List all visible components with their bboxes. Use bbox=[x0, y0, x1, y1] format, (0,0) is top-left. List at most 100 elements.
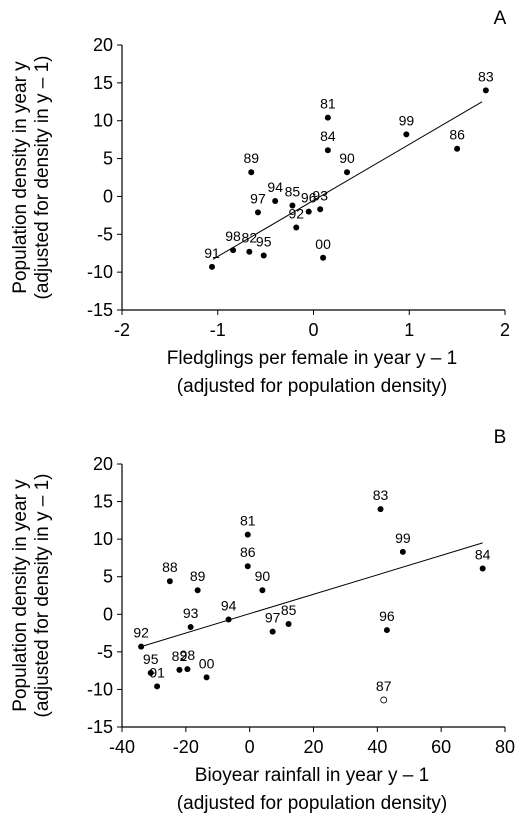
x-tick-label: 1 bbox=[404, 320, 414, 340]
y-tick-label: -15 bbox=[87, 717, 113, 737]
y-axis-label: Population density in year y bbox=[10, 479, 31, 712]
trend-line bbox=[212, 101, 483, 260]
point-label: 00 bbox=[315, 236, 331, 252]
y-tick-label: -5 bbox=[97, 642, 113, 662]
y-tick-label: 20 bbox=[93, 454, 113, 474]
point-label: 85 bbox=[285, 184, 301, 200]
data-point bbox=[246, 248, 253, 255]
point-label: 88 bbox=[162, 559, 178, 575]
x-tick-label: 80 bbox=[495, 737, 515, 757]
data-point bbox=[147, 669, 154, 676]
data-point bbox=[272, 197, 279, 204]
point-label: 89 bbox=[190, 568, 206, 584]
data-point bbox=[259, 587, 266, 594]
y-tick-label: -15 bbox=[87, 300, 113, 320]
point-label: 94 bbox=[221, 598, 237, 614]
point-label: 81 bbox=[320, 96, 336, 112]
point-label: 00 bbox=[199, 655, 215, 671]
data-point bbox=[230, 247, 237, 254]
y-tick-label: -10 bbox=[87, 679, 113, 699]
point-label: 93 bbox=[312, 187, 328, 203]
point-label: 84 bbox=[475, 546, 491, 562]
data-point bbox=[289, 202, 296, 209]
y-axis-label: (adjusted for density in y – 1) bbox=[32, 56, 53, 300]
y-tick-label: 0 bbox=[103, 186, 113, 206]
y-tick-label: 20 bbox=[93, 35, 113, 55]
data-point bbox=[380, 696, 388, 704]
data-point bbox=[154, 683, 161, 690]
data-point bbox=[377, 506, 384, 513]
x-axis-label: (adjusted for population density) bbox=[177, 376, 447, 397]
point-label: 96 bbox=[379, 608, 395, 624]
x-tick-label: -20 bbox=[173, 737, 199, 757]
data-point bbox=[454, 145, 461, 152]
data-point bbox=[324, 114, 331, 121]
point-label: 81 bbox=[240, 513, 256, 529]
point-label: 97 bbox=[250, 190, 266, 206]
point-label: 82 bbox=[172, 648, 188, 664]
data-point bbox=[203, 674, 210, 681]
point-label: 96 bbox=[301, 190, 317, 206]
point-label: 92 bbox=[288, 205, 304, 221]
data-point bbox=[344, 169, 351, 176]
point-label: 86 bbox=[240, 544, 256, 560]
x-tick-label: 0 bbox=[308, 320, 318, 340]
data-point bbox=[187, 624, 194, 631]
point-label: 86 bbox=[449, 127, 465, 143]
data-point bbox=[269, 628, 276, 635]
panel-label: A bbox=[494, 8, 507, 29]
point-label: 97 bbox=[265, 610, 281, 626]
point-label: 83 bbox=[373, 487, 389, 503]
data-point bbox=[254, 209, 261, 216]
point-label: 84 bbox=[320, 128, 336, 144]
data-point bbox=[324, 147, 331, 154]
point-label: 98 bbox=[225, 228, 241, 244]
data-point bbox=[482, 87, 489, 94]
point-label: 94 bbox=[267, 179, 283, 195]
data-point bbox=[285, 621, 292, 628]
data-point bbox=[225, 616, 232, 623]
point-label: 92 bbox=[133, 625, 149, 641]
panel-label: B bbox=[494, 427, 507, 448]
x-tick-label: 0 bbox=[245, 737, 255, 757]
x-tick-label: 2 bbox=[500, 320, 510, 340]
data-point bbox=[209, 263, 216, 270]
data-point bbox=[320, 254, 327, 261]
y-tick-label: 10 bbox=[93, 111, 113, 131]
point-label: 98 bbox=[180, 647, 196, 663]
y-tick-label: -10 bbox=[87, 262, 113, 282]
data-point bbox=[479, 565, 486, 572]
point-label: 87 bbox=[376, 678, 392, 694]
data-point bbox=[194, 587, 201, 594]
x-axis-label: (adjusted for population density) bbox=[177, 793, 447, 814]
y-tick-label: 5 bbox=[103, 567, 113, 587]
y-tick-label: 10 bbox=[93, 529, 113, 549]
x-tick-label: 60 bbox=[431, 737, 451, 757]
data-point bbox=[399, 548, 406, 555]
point-label: 89 bbox=[243, 150, 259, 166]
x-axis-label: Fledglings per female in year y – 1 bbox=[167, 348, 457, 369]
point-label: 90 bbox=[255, 568, 271, 584]
point-label: 85 bbox=[281, 602, 297, 618]
point-label: 95 bbox=[143, 651, 159, 667]
data-point bbox=[293, 224, 300, 231]
point-label: 83 bbox=[478, 68, 494, 84]
y-tick-label: 15 bbox=[93, 73, 113, 93]
data-point bbox=[305, 208, 312, 215]
point-label: 90 bbox=[339, 150, 355, 166]
x-tick-label: -1 bbox=[210, 320, 226, 340]
data-point bbox=[260, 252, 267, 259]
x-axis-label: Bioyear rainfall in year y – 1 bbox=[195, 765, 429, 786]
y-tick-label: 5 bbox=[103, 149, 113, 169]
data-point bbox=[138, 643, 145, 650]
trend-line bbox=[141, 542, 483, 648]
x-tick-label: 40 bbox=[367, 737, 387, 757]
y-tick-label: -5 bbox=[97, 224, 113, 244]
point-label: 91 bbox=[204, 245, 220, 261]
x-tick-label: -2 bbox=[114, 320, 130, 340]
data-point bbox=[383, 627, 390, 634]
y-tick-label: 0 bbox=[103, 604, 113, 624]
x-tick-label: -40 bbox=[109, 737, 135, 757]
point-label: 82 bbox=[242, 230, 258, 246]
